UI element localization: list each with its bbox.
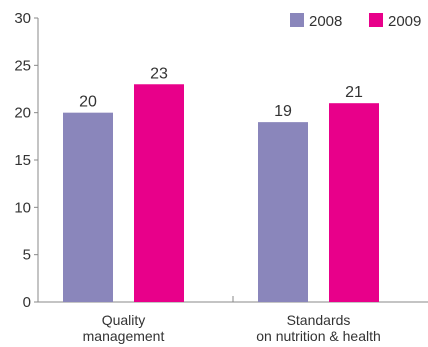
data-label: 23: [150, 65, 168, 82]
bar: [63, 112, 113, 303]
data-label: 19: [274, 103, 292, 120]
data-label: 20: [79, 94, 97, 111]
y-tick-label: 25: [14, 57, 31, 74]
x-category-label: on nutrition & health: [256, 328, 381, 344]
y-tick-label: 15: [14, 152, 31, 169]
data-label: 21: [345, 84, 363, 101]
legend-swatch: [290, 13, 304, 27]
x-category-label: Standards: [287, 312, 351, 328]
y-tick-label: 0: [23, 294, 31, 311]
y-tick-label: 5: [23, 247, 31, 264]
bars: 20 23 19 21: [63, 65, 379, 303]
x-category-label: management: [83, 328, 165, 344]
legend-label: 2008: [309, 13, 342, 30]
bar: [329, 103, 379, 302]
legend-swatch: [369, 13, 383, 27]
legend: 2008 2009: [290, 13, 421, 30]
y-tick-label: 20: [14, 105, 31, 122]
y-tick-label: 10: [14, 199, 31, 216]
legend-label: 2009: [388, 13, 421, 30]
bar: [134, 84, 184, 303]
x-category-label: Quality: [102, 312, 146, 328]
y-tick-label: 30: [14, 10, 31, 27]
bar: [258, 122, 308, 302]
